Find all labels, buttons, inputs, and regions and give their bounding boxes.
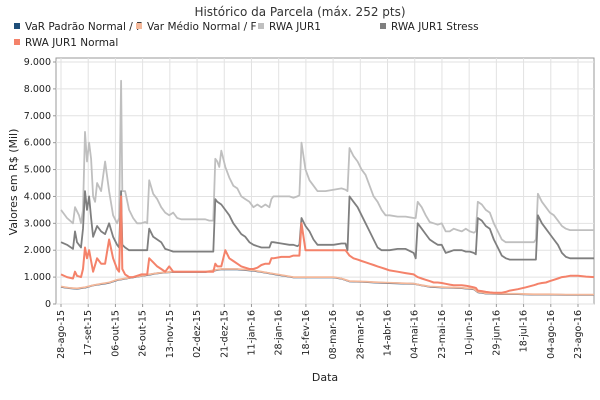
x-tick-label: 18-fev-16 [301, 310, 312, 356]
y-tick-label: 2.000 [24, 245, 51, 256]
x-axis-label: Data [312, 371, 338, 384]
legend: VaR Padrão Normal / F Var Médio Normal / … [14, 21, 479, 49]
x-axis: 28-ago-15 17-set-15 06-out-15 26-out-15 13-n… [56, 304, 584, 359]
legend-swatch [258, 23, 264, 29]
x-tick-label: 04-mai-16 [410, 310, 421, 359]
legend-swatch [14, 39, 20, 45]
x-tick-label: 14-abr-16 [383, 310, 394, 356]
series-group [60, 79, 595, 296]
series-line-rwa-jur1-stress [60, 190, 594, 261]
y-tick-label: 0 [45, 299, 51, 310]
x-tick-label: 13-nov-15 [165, 310, 176, 358]
x-tick-label: 23-ago-16 [573, 310, 584, 359]
x-tick-label: 18-jul-16 [519, 310, 530, 352]
x-tick-label: 23-mai-16 [437, 310, 448, 359]
x-tick-label: 21-dez-15 [219, 310, 230, 358]
y-tick-label: 3.000 [24, 218, 51, 229]
x-tick-label: 08-mar-16 [328, 310, 339, 359]
legend-label: VaR Padrão Normal / F [25, 21, 142, 33]
legend-item[interactable]: RWA JUR1 Stress [380, 21, 479, 33]
legend-label: RWA JUR1 Normal [25, 37, 118, 49]
legend-swatch [136, 23, 142, 29]
y-tick-label: 4.000 [24, 191, 51, 202]
y-tick-label: 7.000 [24, 111, 51, 122]
x-tick-label: 29-jun-16 [491, 310, 502, 356]
y-tick-label: 6.000 [24, 138, 51, 149]
plot-area [55, 57, 595, 305]
legend-label: RWA JUR1 Stress [391, 21, 479, 33]
x-tick-label: 06-out-15 [110, 310, 121, 357]
x-tick-label: 04-ago-16 [546, 310, 557, 359]
x-tick-label: 11-jan-16 [246, 310, 257, 356]
y-tick-label: 5.000 [24, 165, 51, 176]
legend-item[interactable]: Var Médio Normal / F [136, 21, 257, 33]
legend-label: RWA JUR1 [269, 21, 321, 33]
y-axis: 0 1.000 2.000 3.000 4.000 5.000 6.000 7.000 8.00… [24, 57, 56, 310]
x-tick-label: 26-out-15 [138, 310, 149, 357]
chart-title: Histórico da Parcela (máx. 252 pts) [194, 5, 405, 19]
y-tick-label: 9.000 [24, 57, 51, 68]
y-tick-label: 1.000 [24, 272, 51, 283]
legend-label: Var Médio Normal / F [147, 21, 257, 33]
plot-frame [55, 57, 595, 305]
y-tick-label: 8.000 [24, 84, 51, 95]
x-tick-label: 28-mar-16 [355, 310, 366, 359]
x-tick-label: 02-dez-15 [192, 310, 203, 358]
legend-swatch [14, 23, 20, 29]
series-line-var-m-dio-normal-f [60, 268, 594, 296]
x-tick-label: 28-ago-15 [56, 310, 67, 359]
legend-item[interactable]: VaR Padrão Normal / F [14, 21, 142, 33]
legend-item[interactable]: RWA JUR1 Normal [14, 37, 118, 49]
series-line-rwa-jur1 [60, 79, 594, 244]
grid [56, 58, 594, 305]
series-line-rwa-jur1-normal [60, 195, 595, 294]
legend-swatch [380, 23, 386, 29]
y-axis-label: Valores em R$ (Mil) [7, 129, 20, 236]
x-tick-label: 10-jun-16 [464, 310, 475, 356]
legend-item[interactable]: RWA JUR1 [258, 21, 321, 33]
x-tick-label: 28-jan-16 [274, 310, 285, 356]
x-tick-label: 17-set-15 [83, 310, 94, 356]
